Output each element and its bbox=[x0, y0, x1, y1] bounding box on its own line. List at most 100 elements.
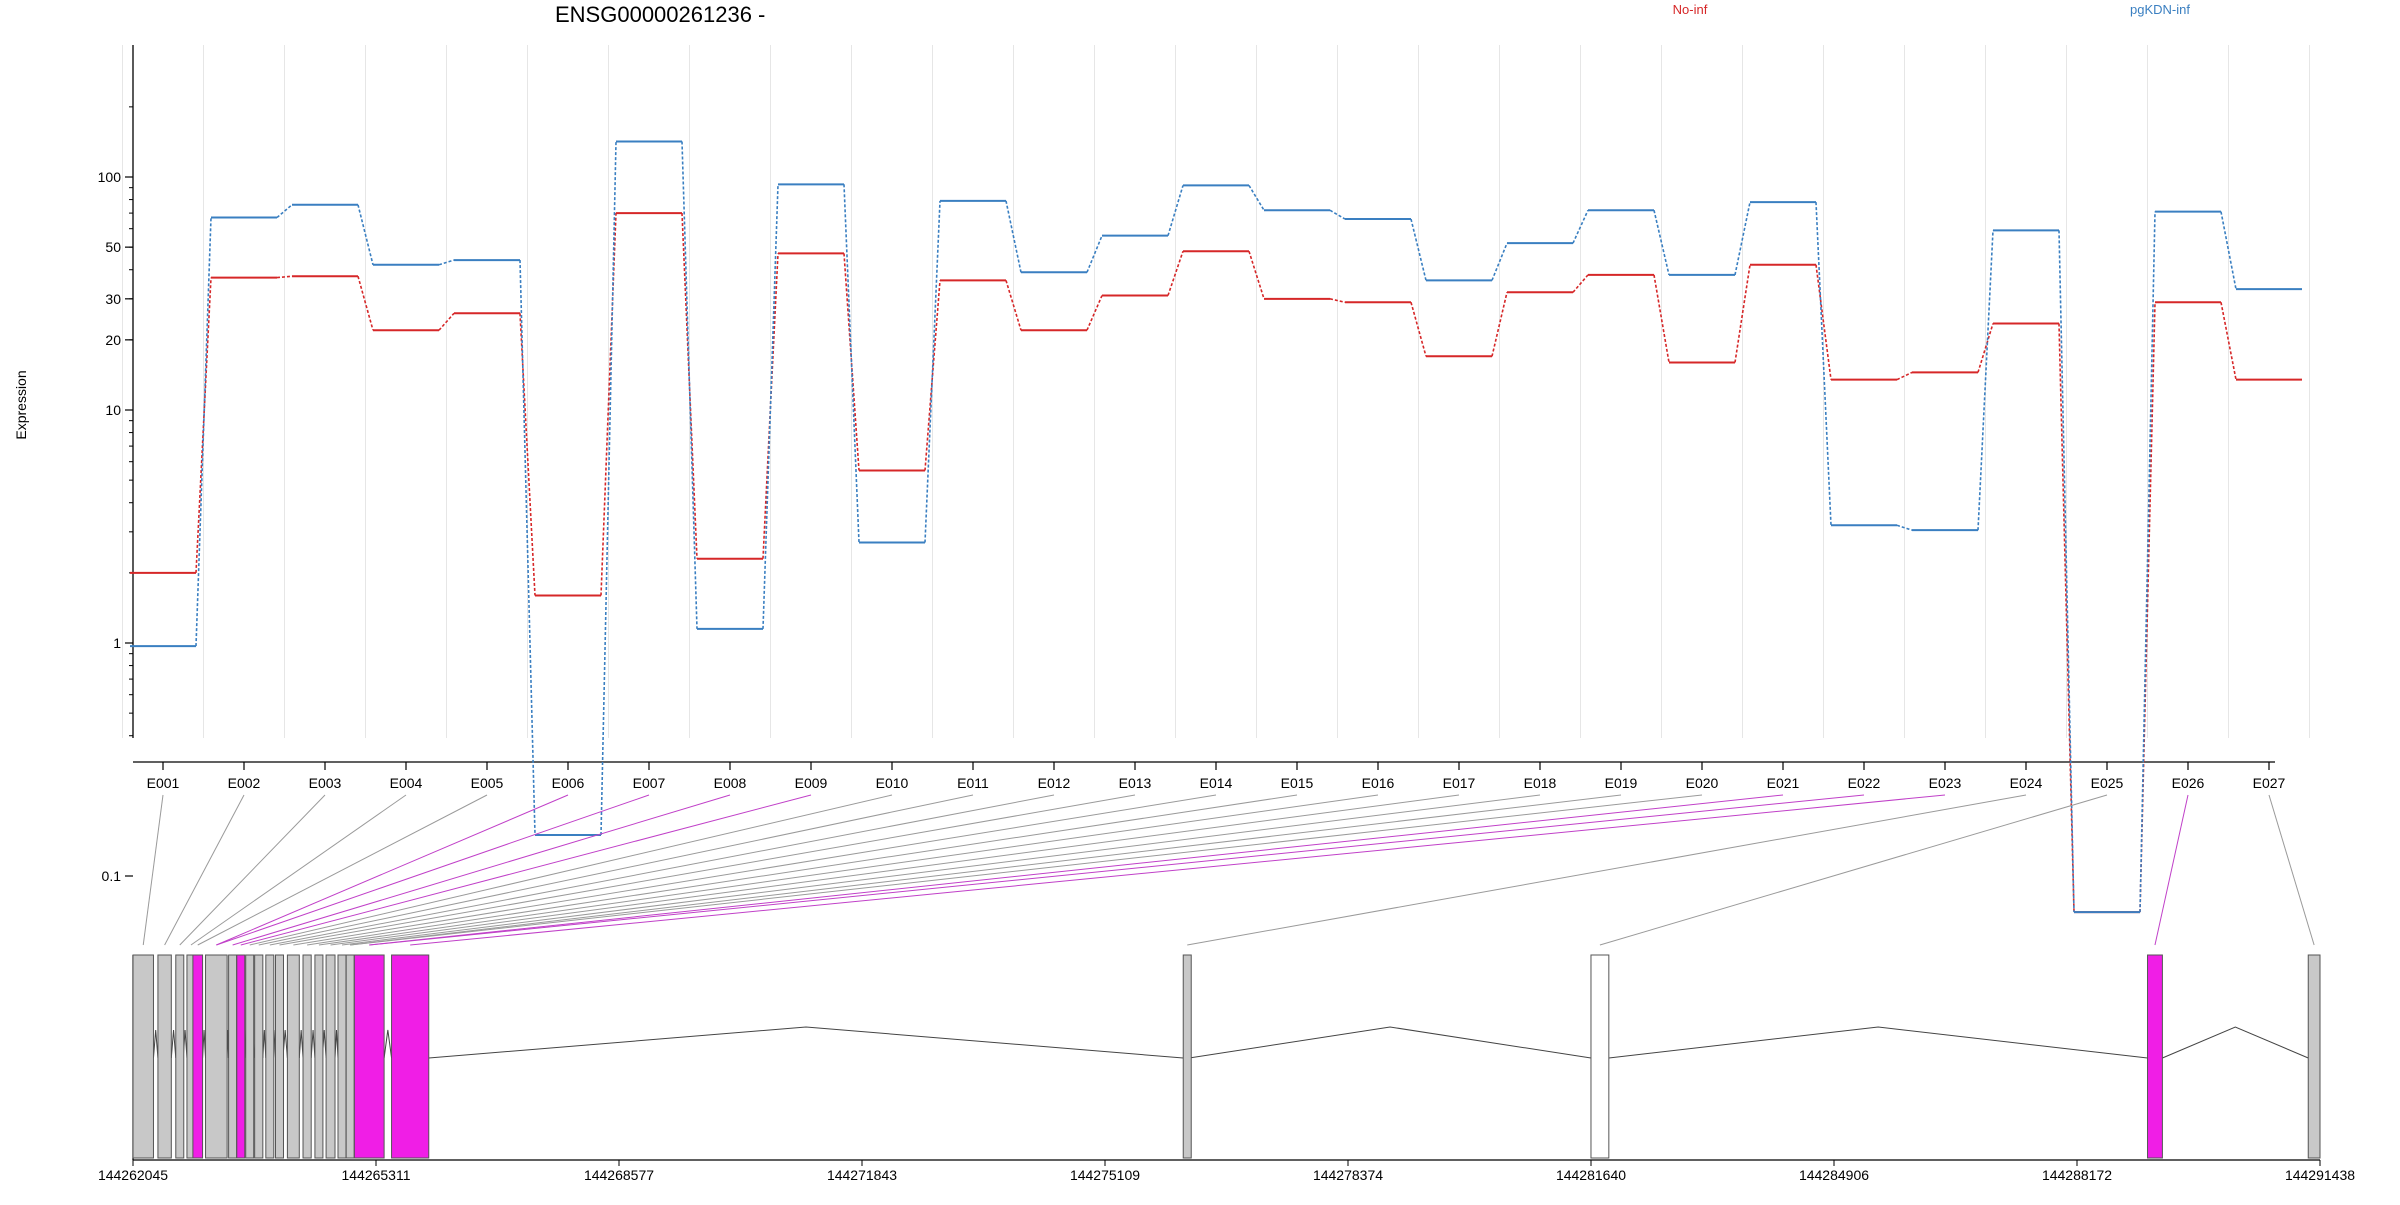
coord-label: 144271843 bbox=[827, 1167, 897, 1183]
x-tick-label: E015 bbox=[1281, 775, 1314, 791]
data-connector bbox=[1410, 302, 1427, 357]
data-connector bbox=[762, 184, 779, 629]
data-connector bbox=[1977, 323, 1994, 373]
data-connector bbox=[357, 276, 374, 331]
exon-connector-line bbox=[330, 794, 1460, 946]
data-connector bbox=[1005, 280, 1022, 331]
exon-connector-line bbox=[2268, 794, 2315, 946]
exon-connector-line bbox=[318, 794, 1379, 946]
exon-box bbox=[353, 954, 385, 1159]
x-tick-label: E003 bbox=[309, 775, 342, 791]
exon-box bbox=[265, 954, 275, 1159]
data-connector bbox=[2058, 230, 2075, 913]
data-connector bbox=[1896, 371, 1913, 381]
data-connector bbox=[2139, 211, 2156, 913]
data-connector bbox=[1329, 209, 1346, 220]
data-connector bbox=[1086, 295, 1103, 331]
intron-line bbox=[2162, 1026, 2309, 1059]
exon-connector-line bbox=[350, 794, 1622, 946]
intron-line bbox=[152, 1029, 159, 1059]
data-connector bbox=[843, 253, 860, 471]
x-tick-label: E017 bbox=[1443, 775, 1476, 791]
coord-label: 144275109 bbox=[1070, 1167, 1140, 1183]
x-tick-label: E020 bbox=[1686, 775, 1719, 791]
y-tick-label: 50 bbox=[105, 239, 121, 255]
data-connector bbox=[2220, 302, 2237, 380]
intron-line bbox=[170, 1029, 177, 1059]
data-connector bbox=[195, 217, 212, 647]
data-connector bbox=[1491, 292, 1508, 357]
data-connector bbox=[1734, 201, 1751, 276]
exon-box bbox=[274, 954, 284, 1159]
exon-connector-line bbox=[240, 794, 812, 946]
exon-connector-line bbox=[279, 794, 1136, 946]
x-tick-label: E010 bbox=[876, 775, 909, 791]
y-tick-label: 20 bbox=[105, 332, 121, 348]
exon-box bbox=[345, 954, 355, 1159]
data-connector bbox=[1086, 235, 1103, 273]
coord-label: 144291438 bbox=[2285, 1167, 2355, 1183]
coord-label: 144288172 bbox=[2042, 1167, 2112, 1183]
data-connector bbox=[438, 259, 455, 266]
exon-connector-line bbox=[197, 794, 488, 946]
x-tick-label: E009 bbox=[795, 775, 828, 791]
x-tick-label: E026 bbox=[2172, 775, 2205, 791]
data-connector bbox=[1491, 242, 1508, 281]
exon-box bbox=[302, 954, 312, 1159]
coord-label: 144278374 bbox=[1313, 1167, 1383, 1183]
legend-entry-pgkdn-inf: pgKDN-inf bbox=[2130, 2, 2190, 17]
exon-box bbox=[314, 954, 324, 1159]
data-connector bbox=[1734, 264, 1751, 363]
x-tick-label: E024 bbox=[2010, 775, 2043, 791]
exon-box bbox=[337, 954, 347, 1159]
data-connector bbox=[1329, 298, 1346, 304]
exon-connector-line bbox=[307, 794, 1298, 946]
x-tick-label: E023 bbox=[1929, 775, 1962, 791]
data-connector bbox=[519, 260, 536, 835]
data-connector bbox=[1410, 218, 1427, 281]
data-connector bbox=[924, 200, 941, 543]
exon-box bbox=[245, 954, 255, 1159]
data-connector bbox=[1167, 185, 1184, 236]
x-tick-label: E011 bbox=[957, 775, 989, 791]
x-tick-label: E027 bbox=[2253, 775, 2286, 791]
x-tick-label: E006 bbox=[552, 775, 585, 791]
y-axis-label: Expression bbox=[13, 370, 29, 439]
exon-box bbox=[205, 954, 228, 1159]
genomic-coordinate-labels: 144262045 144265311 144268577 144271843 1442… bbox=[98, 1160, 2355, 1183]
coord-label: 144262045 bbox=[98, 1167, 168, 1183]
exon-connector-line bbox=[1599, 794, 2108, 946]
exon-box bbox=[192, 954, 204, 1159]
exon-box bbox=[236, 954, 246, 1159]
data-connector bbox=[600, 213, 617, 596]
exon-connector-line bbox=[249, 794, 893, 946]
x-tick-label: E004 bbox=[390, 775, 423, 791]
exon-box bbox=[325, 954, 336, 1159]
exon-connector-line bbox=[142, 794, 164, 946]
exon-box bbox=[1590, 954, 1610, 1159]
exon-connectors bbox=[142, 794, 2315, 946]
intron-line bbox=[310, 1029, 316, 1059]
intron-line bbox=[383, 1029, 393, 1059]
y-tick-label: 1 bbox=[113, 635, 121, 651]
exon-connector-line bbox=[164, 794, 245, 946]
exon-connector-line bbox=[179, 794, 326, 946]
data-connector bbox=[1005, 200, 1022, 273]
data-connector bbox=[600, 141, 617, 835]
data-connector bbox=[2058, 323, 2075, 913]
exon-connector-line bbox=[190, 794, 407, 946]
data-connector bbox=[276, 204, 293, 219]
coord-label: 144281640 bbox=[1556, 1167, 1626, 1183]
intron-line bbox=[298, 1029, 304, 1059]
x-tick-label: E025 bbox=[2091, 775, 2124, 791]
axes: 0.1 1 10 20 30 50 100 bbox=[98, 45, 2275, 884]
x-tick-label: E005 bbox=[471, 775, 504, 791]
data-connector bbox=[2220, 211, 2237, 290]
coord-label: 144284906 bbox=[1799, 1167, 1869, 1183]
data-connector bbox=[438, 312, 455, 331]
coord-label: 144265311 bbox=[341, 1167, 410, 1183]
data-connector bbox=[1977, 230, 1994, 531]
chart-title: ENSG00000261236 - bbox=[555, 2, 765, 27]
gene-model bbox=[132, 954, 2321, 1161]
x-tick-label: E002 bbox=[228, 775, 261, 791]
